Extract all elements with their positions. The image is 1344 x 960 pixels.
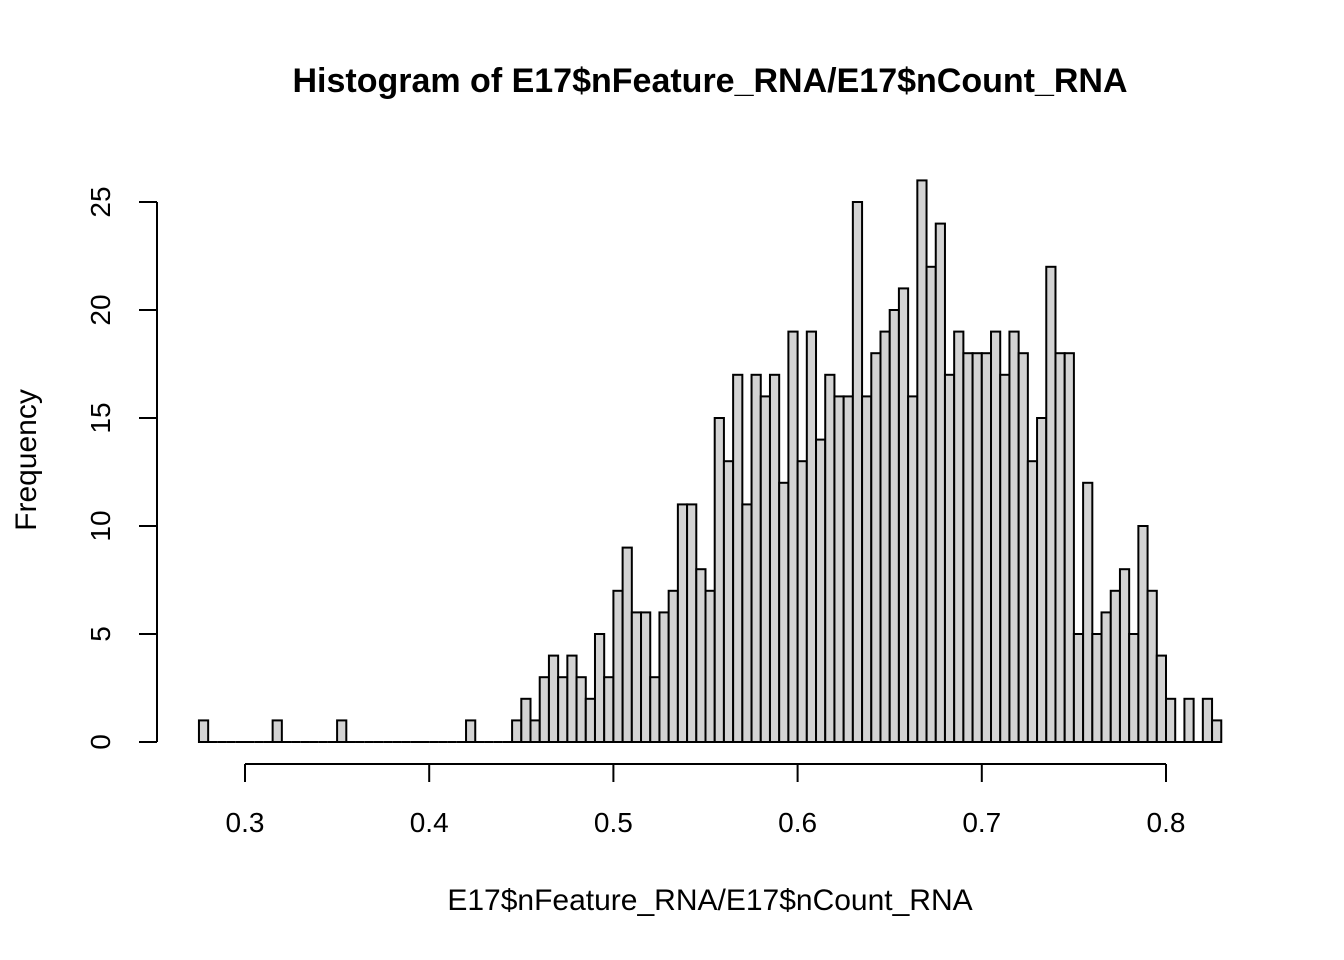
x-tick-label: 0.5 — [594, 807, 633, 838]
histogram-bar — [1054, 352, 1066, 743]
x-tick-label: 0.3 — [226, 807, 265, 838]
histogram-bar — [1109, 589, 1121, 743]
histogram-bar — [943, 373, 956, 743]
bars-group — [197, 179, 1223, 744]
histogram-bar — [511, 719, 523, 744]
x-tick-label: 0.4 — [410, 807, 449, 838]
histogram-bar — [870, 352, 882, 743]
histogram-bar — [861, 395, 873, 743]
histogram-bar — [1045, 265, 1057, 743]
histogram-bar — [778, 481, 790, 743]
histogram-bar — [1036, 417, 1048, 743]
x-axis-label: E17$nFeature_RNA/E17$nCount_RNA — [447, 884, 972, 917]
histogram-bar — [1165, 697, 1177, 743]
histogram-bar — [1118, 568, 1131, 744]
histogram-bar — [1146, 589, 1158, 743]
histogram-bar — [612, 589, 624, 743]
y-tick-label: 15 — [85, 402, 116, 433]
y-tick-label: 5 — [85, 626, 116, 642]
histogram-bar — [640, 611, 652, 744]
histogram-bar — [1128, 633, 1140, 743]
histogram-bar — [621, 546, 633, 743]
histogram-bar — [1211, 719, 1223, 744]
histogram-bar — [916, 179, 928, 743]
histogram-bar — [667, 589, 679, 743]
x-tick-label: 0.8 — [1147, 807, 1186, 838]
histogram-bar — [768, 373, 781, 743]
histogram-bar — [538, 676, 550, 744]
histogram-bar — [520, 697, 532, 743]
histogram-bar — [557, 676, 569, 744]
histogram-bar — [980, 352, 993, 743]
histogram-bar — [336, 719, 348, 744]
histogram-bar — [575, 676, 587, 744]
x-tick-label: 0.6 — [778, 807, 817, 838]
histogram-bar — [759, 395, 771, 743]
histogram-bar — [907, 395, 919, 743]
histogram-bar — [1017, 352, 1029, 743]
histogram-bar — [465, 719, 477, 744]
histogram-bar — [1063, 352, 1075, 743]
histogram-bar — [658, 611, 670, 744]
histogram-bar — [593, 633, 606, 743]
histogram-bar — [1201, 697, 1214, 743]
histogram-bar — [584, 697, 596, 743]
histogram-bar — [1072, 633, 1085, 743]
histogram-bar — [1183, 697, 1195, 743]
histogram-bar — [695, 568, 707, 744]
histogram-bar — [649, 676, 661, 744]
y-tick-label: 20 — [85, 294, 116, 325]
y-tick-label: 0 — [85, 734, 116, 750]
histogram-bar — [851, 201, 864, 743]
histogram-bar — [796, 460, 808, 743]
histogram-bar — [197, 719, 210, 744]
histogram-bar — [676, 503, 689, 743]
histogram-bar — [897, 287, 910, 743]
histogram-bar — [1026, 460, 1039, 743]
histogram-bar — [713, 417, 725, 743]
y-axis: 0 5 10 15 20 25 — [85, 186, 158, 750]
histogram-bar — [630, 611, 643, 744]
histogram-bar — [953, 330, 965, 743]
y-tick-label: 10 — [85, 510, 116, 541]
histogram-bar — [888, 309, 900, 743]
histogram-bar — [704, 589, 716, 743]
histogram-bar — [934, 222, 946, 744]
chart-title: Histogram of E17$nFeature_RNA/E17$nCount… — [292, 62, 1127, 100]
histogram-bar — [842, 395, 854, 743]
histogram-bar — [732, 373, 744, 743]
histogram-bar — [1100, 611, 1112, 744]
histogram-bar — [722, 460, 735, 743]
histogram-bar — [529, 719, 541, 744]
histogram-bar — [603, 676, 615, 744]
histogram-bar — [566, 654, 578, 743]
histogram-bar — [750, 373, 762, 743]
histogram-bar — [1091, 633, 1103, 743]
histogram-bar — [1155, 654, 1168, 743]
histogram-bar — [815, 438, 827, 743]
histogram-bar — [686, 503, 698, 743]
histogram-bar — [1082, 481, 1094, 743]
histogram-bar — [990, 330, 1002, 743]
histogram-bar — [925, 265, 937, 743]
x-axis: 0.3 0.4 0.5 0.6 0.7 0.8 — [226, 763, 1186, 838]
histogram-bar — [1008, 330, 1020, 743]
histogram-bar — [741, 503, 753, 743]
histogram-bar — [879, 330, 891, 743]
histogram-bar — [833, 395, 845, 743]
histogram-bar — [805, 330, 818, 743]
histogram-bar — [971, 352, 983, 743]
y-axis-label: Frequency — [10, 389, 43, 531]
histogram-bar — [999, 373, 1011, 743]
histogram-bar — [787, 330, 799, 743]
histogram-bar — [1137, 525, 1149, 743]
x-tick-label: 0.7 — [962, 807, 1001, 838]
histogram-bar — [824, 373, 836, 743]
histogram-bar — [962, 352, 974, 743]
histogram-bar — [271, 719, 283, 744]
y-tick-label: 25 — [85, 186, 116, 217]
histogram-bar — [547, 654, 560, 743]
